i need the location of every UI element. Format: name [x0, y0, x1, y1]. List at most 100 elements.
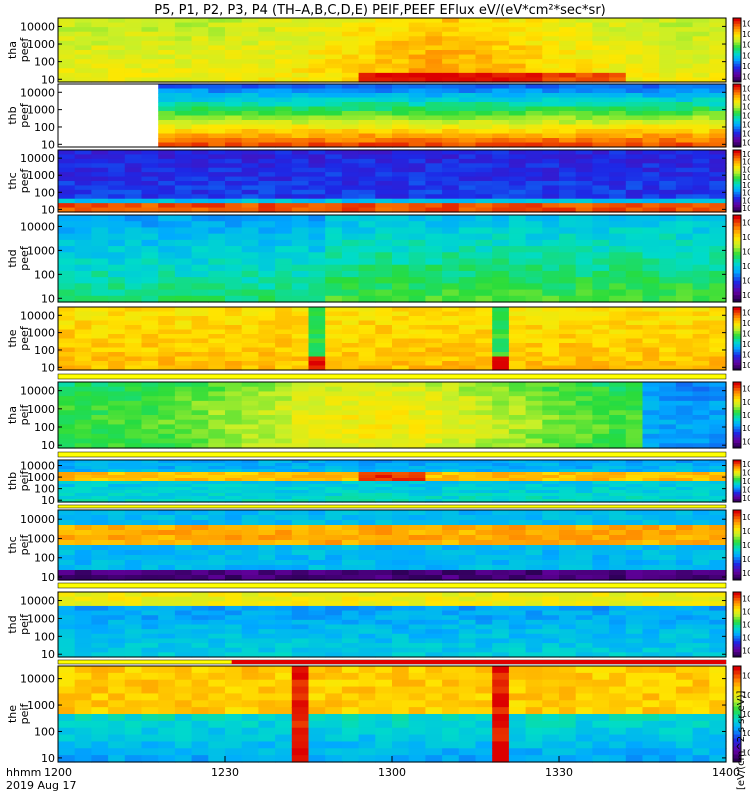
heatmap-cell [492, 97, 510, 103]
y-tick-label: 10 [41, 439, 55, 452]
heatmap-cell [609, 325, 627, 331]
heatmap-cell [425, 540, 443, 546]
heatmap-cell [425, 400, 443, 407]
heatmap-cell [208, 289, 226, 297]
heatmap-cell [642, 252, 660, 260]
heatmap-cell [692, 475, 710, 479]
heatmap-cell [325, 163, 343, 169]
heatmap-cell [442, 77, 460, 83]
heatmap-cell [174, 391, 193, 397]
heatmap-cell [392, 102, 410, 108]
heatmap-cell [124, 194, 143, 200]
heatmap-cell [341, 115, 360, 121]
heatmap-cell [709, 463, 727, 467]
heatmap-cell [58, 463, 76, 467]
heatmap-cell [191, 289, 209, 297]
heatmap-cell [575, 347, 593, 353]
heatmap-cell [675, 207, 694, 213]
heatmap-cell [341, 181, 360, 187]
heatmap-cell [325, 382, 343, 388]
heatmap-cell [442, 419, 460, 426]
heatmap-cell [108, 443, 126, 449]
heatmap-cell [91, 63, 109, 69]
heatmap-cell [341, 555, 360, 561]
colorbar-step [733, 404, 741, 408]
heatmap-cell [592, 84, 610, 90]
heatmap-cell [358, 189, 376, 195]
heatmap-cell [225, 560, 243, 566]
heatmap-cell [492, 59, 510, 65]
heatmap-cell [442, 443, 460, 449]
heatmap-cell [425, 361, 443, 367]
heatmap-cell [392, 176, 410, 182]
heatmap-cell [642, 207, 660, 213]
heatmap-cell [709, 460, 727, 464]
heatmap-cell [275, 356, 293, 362]
heatmap-cell [709, 207, 727, 213]
heatmap-cell [492, 433, 510, 440]
heatmap-cell [174, 555, 193, 561]
heatmap-cell [308, 410, 326, 416]
heatmap-cell [659, 361, 677, 367]
heatmap-cell [308, 233, 326, 241]
heatmap-cell [425, 438, 443, 444]
y-axis-label-species: peef [18, 325, 31, 351]
colorbar-step [733, 86, 741, 90]
heatmap-cell [542, 198, 560, 204]
heatmap-cell [291, 400, 310, 407]
heatmap-cell [74, 484, 92, 488]
heatmap-cell [325, 575, 343, 581]
heatmap-cell [208, 189, 226, 195]
heatmap-cell [325, 565, 343, 571]
heatmap-cell [74, 601, 92, 607]
heatmap-cell [442, 460, 460, 464]
heatmap-cell [609, 138, 627, 144]
heatmap-cell [392, 115, 410, 121]
heatmap-cell [308, 460, 326, 464]
heatmap-cell [375, 334, 393, 340]
heatmap-cell [659, 124, 677, 130]
panel-frame [57, 381, 727, 449]
heatmap-cell [308, 499, 326, 503]
heatmap-cell [341, 530, 360, 536]
heatmap-cell [258, 68, 276, 74]
heatmap-cell [559, 189, 577, 195]
heatmap-cell [525, 343, 543, 349]
heatmap-cell [525, 181, 543, 187]
heatmap-cell [675, 520, 694, 526]
heatmap-cell [609, 289, 627, 297]
heatmap-cell [625, 466, 644, 470]
heatmap-cell [308, 138, 326, 144]
heatmap-cell [58, 181, 76, 187]
heatmap-cell [225, 405, 243, 411]
heatmap-cell [625, 59, 644, 65]
heatmap-cell [559, 31, 577, 37]
heatmap-cell [508, 50, 527, 56]
heatmap-cell [508, 484, 527, 488]
heatmap-cell [492, 329, 510, 335]
heatmap-cell [258, 419, 276, 426]
heatmap-cell [542, 438, 560, 444]
colorbar-step [733, 387, 741, 391]
heatmap-cell [508, 469, 527, 473]
colorbar-step [733, 335, 741, 340]
heatmap-cell [625, 227, 644, 235]
heatmap-cell [308, 59, 326, 65]
y-axis-label-probe: thd [6, 249, 19, 267]
heatmap-cell [492, 88, 510, 94]
heatmap-cell [575, 443, 593, 449]
heatmap-cell [475, 207, 493, 213]
heatmap-cell [425, 138, 443, 144]
heatmap-cell [258, 72, 276, 79]
heatmap-cell [392, 415, 410, 421]
heatmap-cell [91, 338, 109, 344]
heatmap-cell [158, 277, 176, 284]
heatmap-cell [225, 396, 243, 402]
heatmap-cell [525, 555, 543, 561]
heatmap-cell [74, 215, 92, 222]
heatmap-cell [241, 443, 259, 449]
heatmap-cell [525, 419, 543, 426]
heatmap-cell [408, 133, 426, 139]
heatmap-cell [442, 365, 460, 371]
heatmap-cell [625, 207, 644, 213]
